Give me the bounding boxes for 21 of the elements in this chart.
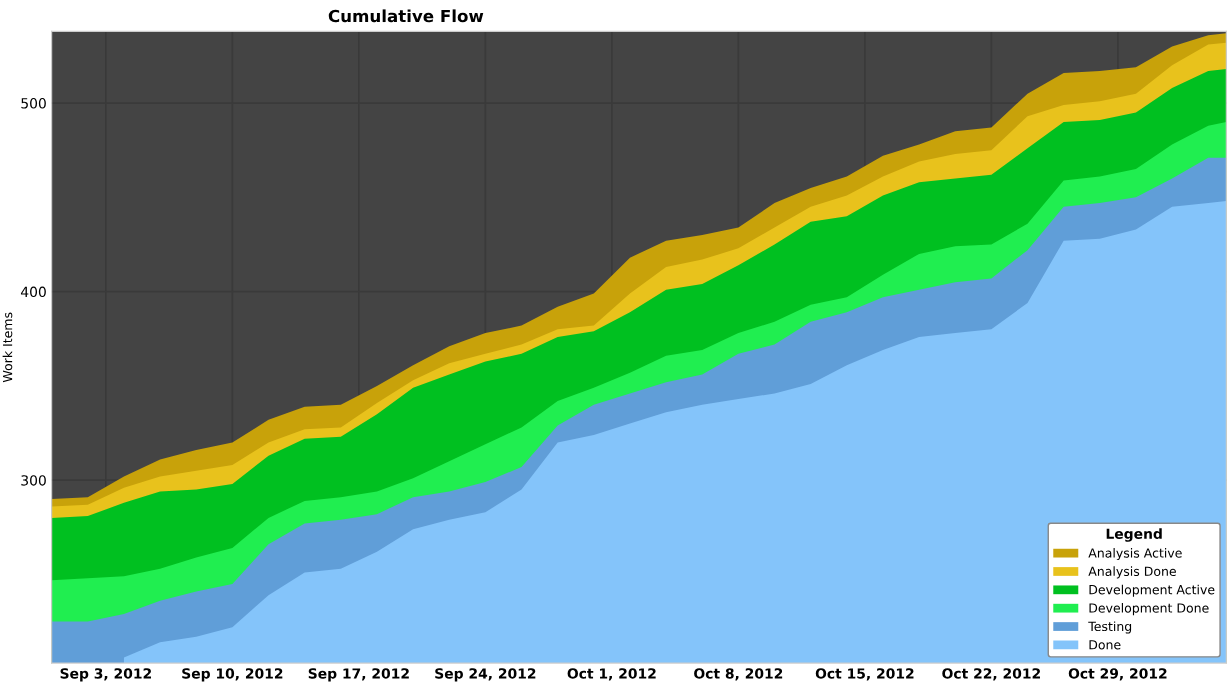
y-tick-label: 300 <box>21 475 46 486</box>
x-tick-label: Sep 3, 2012 <box>60 668 151 682</box>
legend-label: Done <box>1089 640 1121 650</box>
chart-title: Cumulative Flow <box>328 9 484 23</box>
x-tick-label: Oct 22, 2012 <box>942 668 1040 681</box>
x-tick-label: Sep 17, 2012 <box>308 668 409 682</box>
x-tick-label: Sep 24, 2012 <box>435 668 536 682</box>
legend-label: Testing <box>1088 621 1132 634</box>
x-tick-label: Oct 15, 2012 <box>815 668 914 681</box>
y-axis-title: Work Items <box>2 312 13 383</box>
legend-label: Analysis Done <box>1088 566 1176 579</box>
x-tick-label: Oct 29, 2012 <box>1068 668 1167 681</box>
x-tick-label: Oct 8, 2012 <box>694 668 783 681</box>
legend-label: Development Done <box>1089 603 1209 616</box>
x-tick-label: Sep 10, 2012 <box>182 668 283 682</box>
y-tick-label: 400 <box>20 286 46 298</box>
y-tick-label: 500 <box>21 98 46 109</box>
legend-label: Development Active <box>1089 584 1215 597</box>
legend-title: Legend <box>1106 528 1162 542</box>
legend-label: Analysis Active <box>1088 548 1182 561</box>
x-tick-label: Oct 1, 2012 <box>567 668 656 681</box>
